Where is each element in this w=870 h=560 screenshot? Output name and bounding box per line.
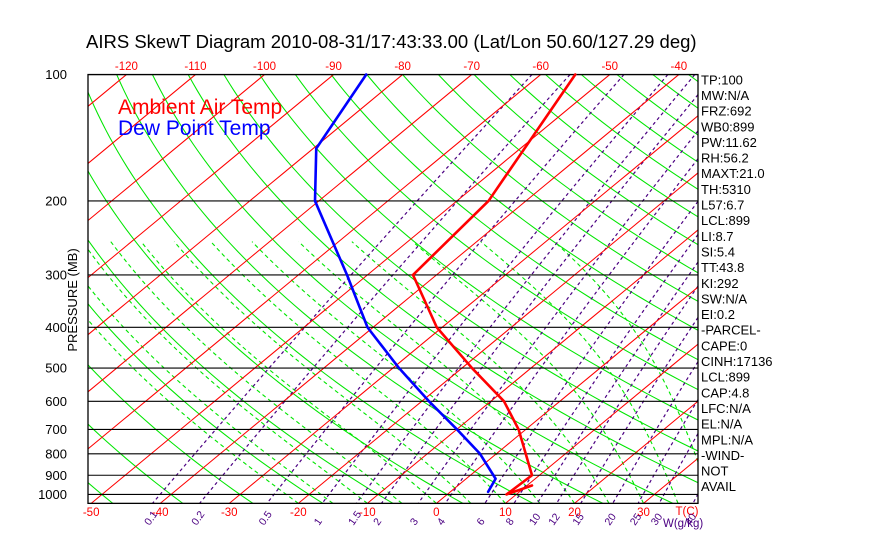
svg-text:1000: 1000 [38,487,67,502]
svg-text:-20: -20 [290,507,307,519]
svg-text:TP:100: TP:100 [701,72,743,87]
svg-text:-90: -90 [325,61,342,73]
svg-text:NOT: NOT [701,464,729,479]
svg-text:-100: -100 [253,61,276,73]
svg-text:SW:N/A: SW:N/A [701,291,747,306]
svg-text:KI:292: KI:292 [701,276,739,291]
svg-text:-70: -70 [463,61,480,73]
svg-text:-PARCEL-: -PARCEL- [701,323,761,338]
svg-text:-WIND-: -WIND- [701,448,744,463]
svg-text:CINH:17136: CINH:17136 [701,354,773,369]
svg-text:100: 100 [45,67,67,82]
svg-text:500: 500 [45,361,67,376]
svg-text:MW:N/A: MW:N/A [701,88,749,103]
svg-text:PRESSURE (MB): PRESSURE (MB) [65,248,80,351]
svg-text:AVAIL: AVAIL [701,479,736,494]
svg-text:SI:5.4: SI:5.4 [701,244,735,259]
svg-text:PW:11.62: PW:11.62 [701,135,757,150]
svg-text:W(g/kg): W(g/kg) [663,518,703,530]
svg-text:-110: -110 [184,61,206,73]
svg-text:Ambient Air Temp: Ambient Air Temp [118,96,282,119]
svg-text:CAP:4.8: CAP:4.8 [701,385,749,400]
svg-text:L57:6.7: L57:6.7 [701,198,744,213]
svg-text:TT:43.8: TT:43.8 [701,260,744,275]
svg-text:LFC:N/A: LFC:N/A [701,401,751,416]
svg-text:AIRS SkewT Diagram 2010-08-31/: AIRS SkewT Diagram 2010-08-31/17:43:33.0… [86,31,697,52]
svg-text:Dew Point Temp: Dew Point Temp [118,117,271,140]
svg-text:-120: -120 [115,61,138,73]
svg-text:300: 300 [45,267,67,282]
svg-text:CAPE:0: CAPE:0 [701,338,747,353]
svg-text:600: 600 [45,394,67,409]
svg-text:900: 900 [45,468,67,483]
svg-text:800: 800 [45,446,67,461]
svg-text:200: 200 [45,193,67,208]
svg-text:MAXT:21.0: MAXT:21.0 [701,166,765,181]
svg-text:TH:5310: TH:5310 [701,182,751,197]
svg-text:EI:0.2: EI:0.2 [701,307,735,322]
svg-text:-50: -50 [601,61,618,73]
svg-text:700: 700 [45,422,67,437]
svg-text:MPL:N/A: MPL:N/A [701,432,753,447]
svg-text:-30: -30 [221,507,238,519]
svg-text:-60: -60 [532,61,549,73]
svg-text:FRZ:692: FRZ:692 [701,104,752,119]
svg-text:RH:56.2: RH:56.2 [701,151,749,166]
svg-text:-80: -80 [394,61,411,73]
svg-text:WB0:899: WB0:899 [701,119,754,134]
svg-text:LCL:899: LCL:899 [701,370,750,385]
svg-text:-40: -40 [671,61,688,73]
svg-text:LCL:899: LCL:899 [701,213,750,228]
svg-text:400: 400 [45,320,67,335]
svg-text:LI:8.7: LI:8.7 [701,229,734,244]
svg-text:EL:N/A: EL:N/A [701,417,743,432]
svg-text:-50: -50 [83,507,100,519]
